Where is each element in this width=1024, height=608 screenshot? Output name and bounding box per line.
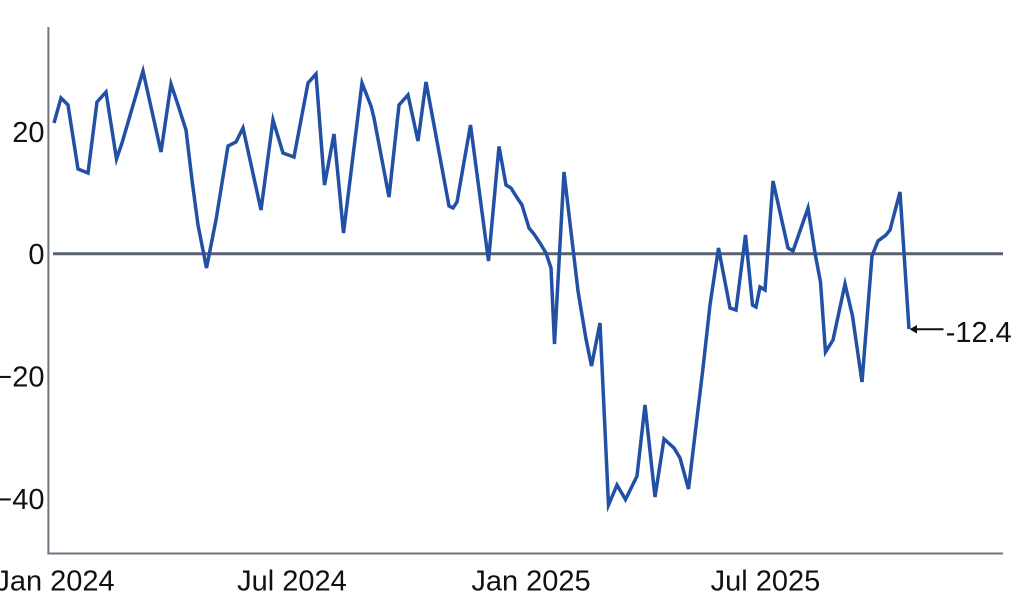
svg-text:Jul 2024: Jul 2024 [237,566,347,598]
svg-text:−40: −40 [0,484,45,516]
svg-text:20: 20 [12,117,44,149]
svg-text:Jul 2025: Jul 2025 [711,566,821,598]
svg-text:-12.4: -12.4 [946,317,1012,349]
svg-text:0: 0 [28,239,44,271]
svg-text:−20: −20 [0,362,45,394]
svg-text:Jan 2024: Jan 2024 [0,566,115,598]
svg-text:Jan 2025: Jan 2025 [471,566,590,598]
